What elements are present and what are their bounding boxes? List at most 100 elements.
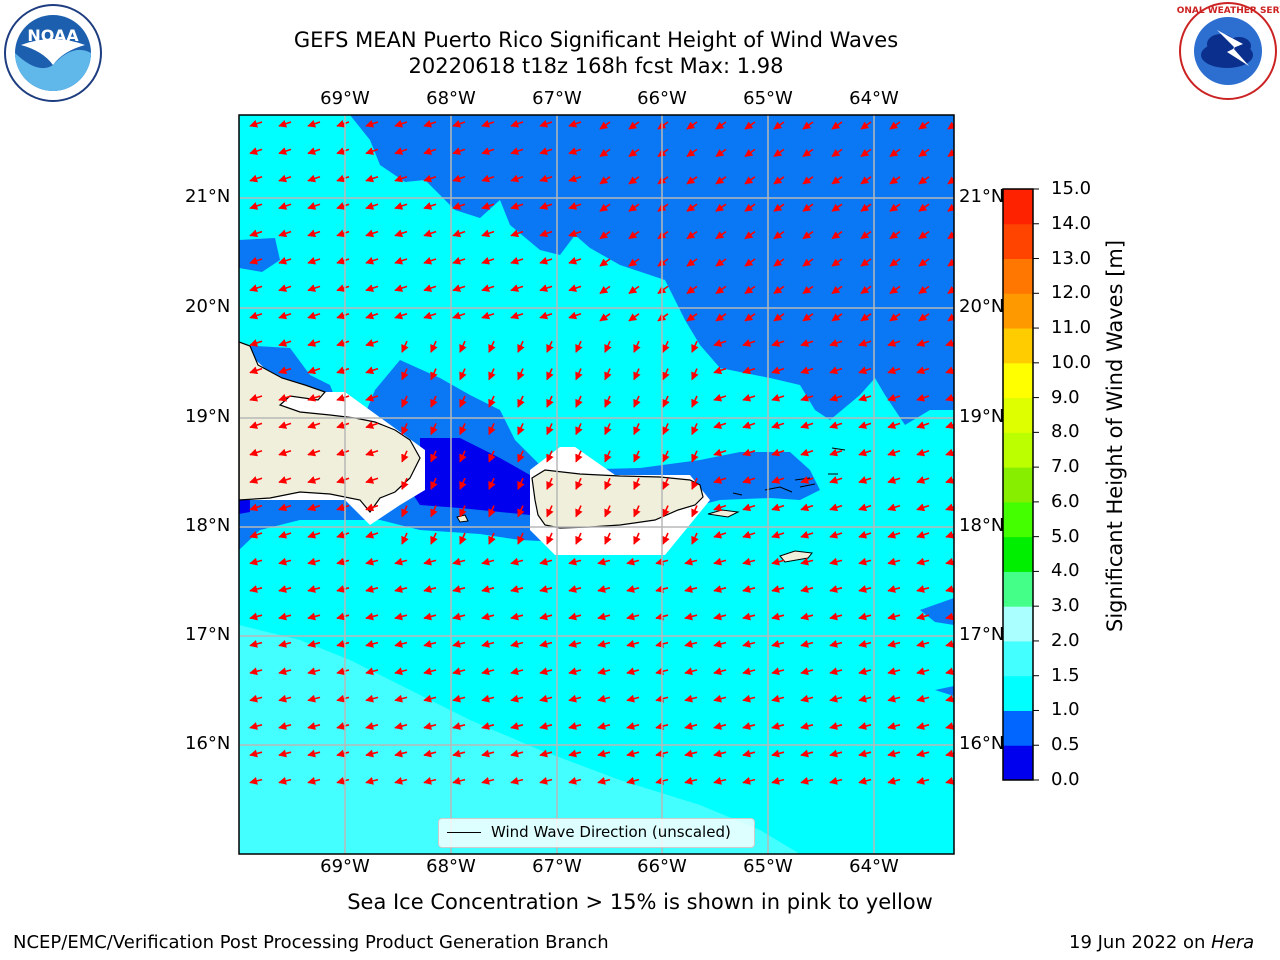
wave-direction-arrow: [599, 121, 611, 130]
colorbar-tick-label: 5.0: [1051, 525, 1080, 547]
wave-direction-arrow: [546, 340, 554, 353]
wave-direction-arrow: [510, 667, 524, 676]
wave-direction-arrow: [249, 776, 263, 785]
wave-direction-arrow: [860, 285, 872, 295]
wave-direction-arrow: [336, 667, 350, 676]
wave-direction-arrow: [481, 119, 495, 128]
lon-label-bottom-65: 65°W: [743, 856, 793, 877]
wave-direction-arrow: [517, 477, 525, 490]
wave-direction-arrow: [546, 368, 554, 381]
colorbar-segment: [1003, 606, 1033, 642]
wave-direction-arrow: [365, 421, 379, 429]
colorbar-tick-label: 9.0: [1051, 386, 1080, 408]
wave-direction-arrow: [744, 176, 756, 185]
wave-direction-arrow: [771, 366, 785, 375]
wave-direction-arrow: [546, 477, 554, 490]
wave-direction-arrow: [599, 313, 611, 322]
wave-direction-arrow: [744, 230, 756, 240]
wave-direction-arrow: [626, 639, 640, 648]
wave-direction-arrow: [365, 339, 379, 347]
wave-direction-arrow: [423, 284, 437, 292]
wave-direction-arrow: [829, 421, 843, 429]
lon-label-top-64: 64°W: [849, 88, 899, 109]
wave-direction-arrow: [684, 639, 698, 648]
wave-direction-arrow: [394, 749, 408, 758]
wave-direction-arrow: [597, 776, 611, 785]
wave-direction-arrow: [887, 393, 901, 402]
wave-direction-arrow: [568, 722, 582, 730]
wave-direction-arrow: [889, 230, 901, 240]
wave-direction-arrow: [831, 285, 843, 295]
wave-direction-arrow: [249, 585, 263, 593]
wave-direction-arrow: [430, 395, 438, 408]
wave-direction-arrow: [575, 395, 583, 408]
wave-direction-arrow: [481, 694, 495, 703]
wave-direction-arrow: [947, 285, 954, 295]
wave-direction-arrow: [742, 393, 756, 402]
wave-direction-arrow: [800, 639, 814, 648]
wave-direction-arrow: [771, 557, 785, 566]
wave-direction-arrow: [684, 694, 698, 703]
wave-direction-arrow: [742, 503, 756, 512]
wave-direction-arrow: [599, 148, 611, 158]
wave-direction-arrow: [662, 477, 670, 490]
wave-direction-arrow: [278, 476, 292, 484]
wave-direction-arrow: [278, 421, 292, 429]
wave-direction-arrow: [742, 667, 756, 676]
wave-direction-arrow: [831, 230, 843, 240]
wave-direction-arrow: [829, 476, 843, 484]
wave-direction-arrow: [858, 612, 872, 621]
wave-direction-arrow: [307, 174, 321, 183]
wave-direction-arrow: [628, 148, 640, 158]
colorbar-segment: [1003, 745, 1033, 781]
chart-subtitle: 20220618 t18z 168h fcst Max: 1.98: [408, 54, 784, 78]
wave-direction-arrow: [365, 311, 379, 320]
wave-direction-arrow: [575, 477, 583, 490]
wave-direction-arrow: [713, 530, 727, 539]
wave-direction-arrow: [662, 532, 670, 545]
footer-host: Hera: [1211, 932, 1255, 953]
map-frame: [238, 114, 955, 855]
wave-direction-arrow: [686, 230, 698, 240]
wave-direction-arrow: [510, 311, 524, 320]
wave-direction-arrow: [394, 612, 408, 621]
wave-direction-arrow: [459, 340, 467, 353]
wave-direction-arrow: [947, 176, 954, 185]
wave-direction-arrow: [771, 776, 785, 785]
wave-direction-arrow: [459, 395, 467, 408]
wave-direction-arrow: [517, 423, 525, 436]
wave-direction-arrow: [713, 448, 727, 457]
colorbar-tick-label: 3.0: [1051, 595, 1080, 617]
wave-direction-arrow: [546, 532, 554, 545]
wave-direction-arrow: [829, 393, 843, 402]
wave-direction-arrow: [401, 532, 409, 545]
wave-direction-arrow: [568, 119, 582, 128]
wave-direction-arrow: [858, 366, 872, 375]
wave-direction-arrow: [517, 532, 525, 545]
wave-direction-arrow: [452, 639, 466, 648]
wave-direction-arrow: [800, 667, 814, 676]
wave-direction-arrow: [945, 448, 954, 457]
wave-direction-arrow: [802, 285, 814, 295]
wave-direction-arrow: [829, 612, 843, 621]
lon-label-bottom-69: 69°W: [320, 856, 370, 877]
wave-direction-arrow: [633, 368, 641, 381]
legend-line-swatch: [447, 832, 481, 833]
lon-label-top-68: 68°W: [426, 88, 476, 109]
wave-direction-arrow: [481, 229, 495, 238]
wave-direction-arrow: [510, 722, 524, 730]
footer-date: 19 Jun 2022 on Hera: [1069, 932, 1255, 953]
wave-direction-arrow: [800, 749, 814, 758]
wave-direction-arrow: [336, 284, 350, 292]
wave-direction-arrow: [488, 368, 496, 381]
wave-direction-arrow: [365, 585, 379, 593]
wave-direction-arrow: [336, 776, 350, 785]
wave-direction-arrow: [916, 421, 930, 429]
wave-direction-arrow: [860, 148, 872, 158]
wave-direction-arrow: [945, 612, 954, 621]
wave-direction-arrow: [510, 612, 524, 621]
wave-direction-arrow: [945, 530, 954, 539]
wave-direction-arrow: [394, 667, 408, 676]
wave-direction-arrow: [947, 203, 954, 212]
